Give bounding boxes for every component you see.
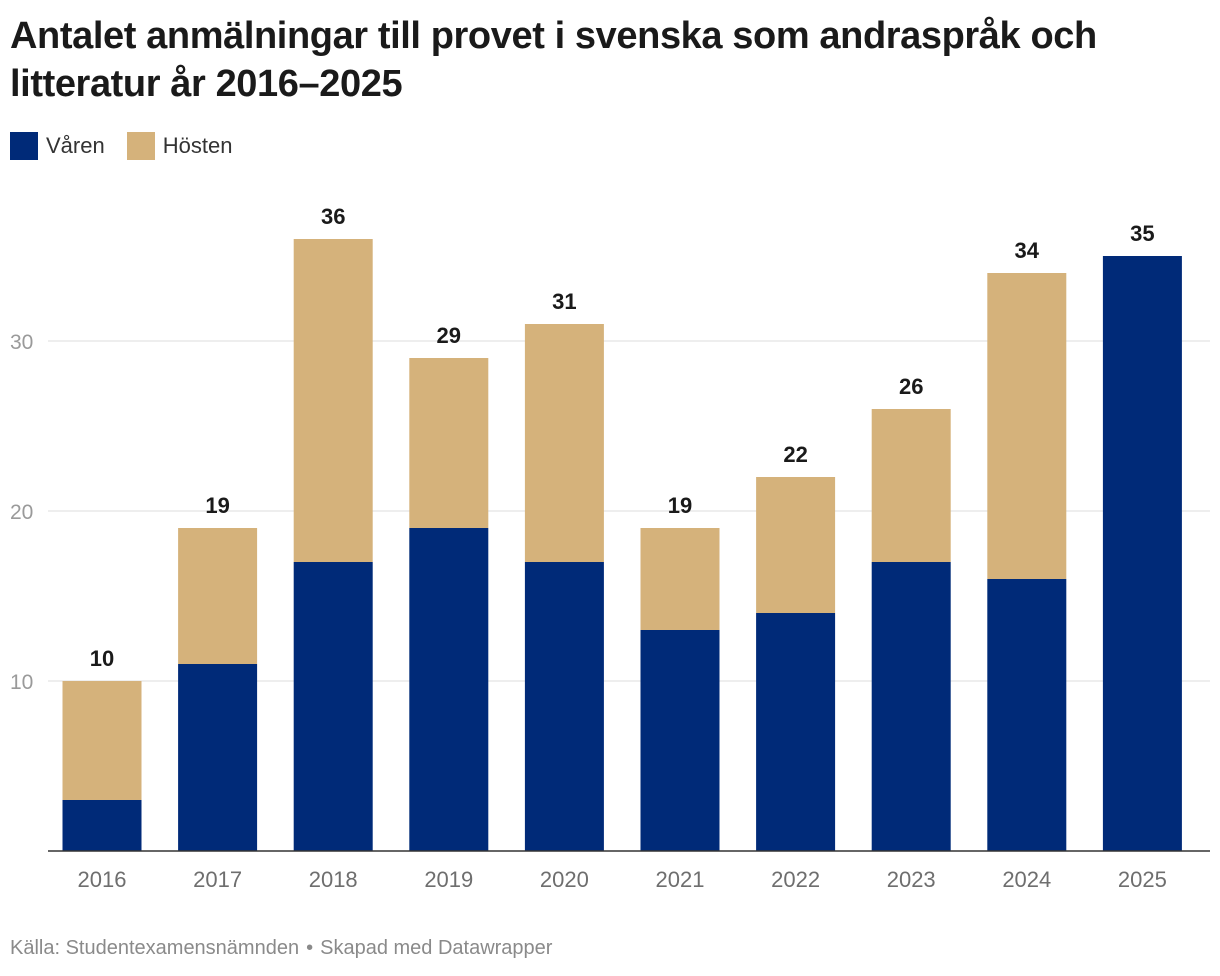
- x-tick-label-2023: 2023: [887, 867, 936, 892]
- x-tick-label-2021: 2021: [656, 867, 705, 892]
- source-note: Källa: Studentexamensnämnden: [10, 937, 300, 959]
- x-tick-label-2020: 2020: [540, 867, 589, 892]
- footer-separator: •: [306, 937, 314, 959]
- x-tick-label-2025: 2025: [1118, 867, 1167, 892]
- bar-2016-varen: [62, 800, 142, 851]
- bar-2020-hosten: [524, 324, 604, 562]
- bar-2017-hosten: [178, 528, 258, 664]
- bar-2019-hosten: [409, 358, 489, 528]
- stacked-bar-chart: 10 20 30 10 2016 19 2017 36 2018 29 2019 31 2020 19 20…: [10, 204, 1210, 892]
- x-tick-label-2018: 2018: [309, 867, 358, 892]
- total-label-2021: 19: [668, 493, 692, 518]
- bar-2021-hosten: [640, 528, 720, 630]
- bar-2022-varen: [756, 613, 836, 851]
- total-label-2020: 31: [552, 289, 576, 314]
- bar-2023-hosten: [871, 409, 951, 562]
- credit-note: Skapad med Datawrapper: [320, 937, 553, 959]
- total-label-2025: 35: [1130, 221, 1154, 246]
- total-label-2018: 36: [321, 204, 345, 229]
- legend-label-varen: Våren: [46, 133, 105, 158]
- x-tick-label-2017: 2017: [193, 867, 242, 892]
- x-tick-label-2019: 2019: [424, 867, 473, 892]
- bar-2016-hosten: [62, 681, 142, 800]
- total-label-2016: 10: [90, 646, 114, 671]
- total-label-2024: 34: [1015, 238, 1040, 263]
- y-tick-label-10: 10: [10, 671, 33, 694]
- bar-2023-varen: [871, 562, 951, 851]
- footer: Källa: Studentexamensnämnden • Skapad med …: [10, 937, 552, 960]
- bar-2022-hosten: [756, 477, 836, 613]
- x-tick-label-2024: 2024: [1002, 867, 1051, 892]
- legend-swatch-varen: [10, 132, 38, 160]
- bar-2025-varen: [1102, 256, 1182, 851]
- x-tick-label-2022: 2022: [771, 867, 820, 892]
- x-tick-label-2016: 2016: [78, 867, 127, 892]
- total-label-2017: 19: [205, 493, 229, 518]
- bar-2024-hosten: [987, 273, 1067, 579]
- legend-label-hosten: Hösten: [162, 133, 233, 158]
- total-label-2022: 22: [783, 442, 807, 467]
- y-tick-label-20: 20: [10, 501, 33, 524]
- legend-swatch-hosten: [126, 132, 155, 160]
- legend-item-varen: Våren: [10, 132, 105, 160]
- bar-2021-varen: [640, 630, 720, 851]
- bar-2018-varen: [293, 562, 373, 851]
- chart-title: Antalet anmälningar till provet i svensk…: [10, 15, 1097, 105]
- y-tick-label-30: 30: [10, 331, 33, 354]
- bar-2019-varen: [409, 528, 489, 851]
- bar-2018-hosten: [293, 239, 373, 562]
- bar-2020-varen: [524, 562, 604, 851]
- total-label-2023: 26: [899, 374, 923, 399]
- legend-item-hosten: Hösten: [126, 132, 233, 160]
- bar-2017-varen: [178, 664, 258, 851]
- legend: Våren Hösten: [10, 131, 254, 161]
- total-label-2019: 29: [437, 323, 461, 348]
- bar-2024-varen: [987, 579, 1067, 851]
